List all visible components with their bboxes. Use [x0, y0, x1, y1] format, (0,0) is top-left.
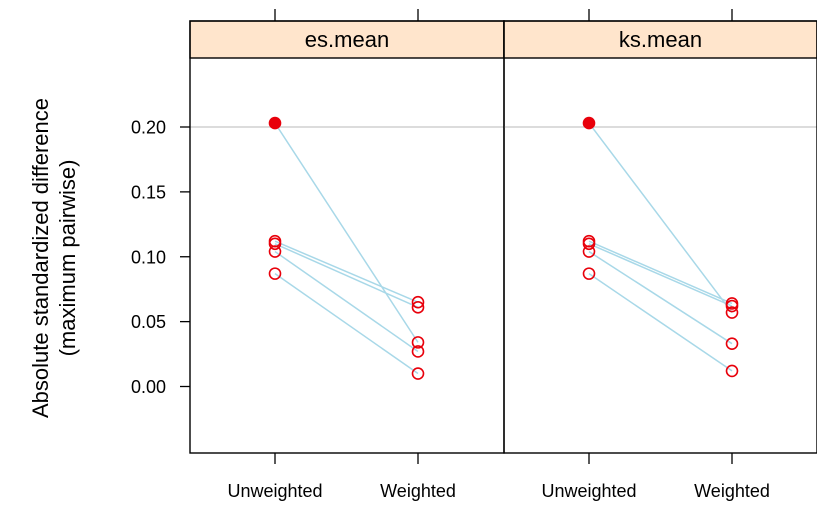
data-point-unweighted-1: [582, 116, 596, 130]
data-point-weighted-4: [725, 337, 739, 350]
series-line-2: [588, 240, 733, 305]
y-tick-label: 0.20: [131, 118, 166, 138]
data-point-weighted-2: [411, 295, 425, 309]
data-point-weighted-3: [725, 299, 739, 313]
series-line-1: [588, 122, 733, 313]
y-tick-label: 0.10: [131, 247, 166, 267]
data-point-unweighted-5: [582, 267, 596, 280]
y-tick-label: 0.00: [131, 377, 166, 397]
panel-ks-mean: ks.mean Unweighted Weighted: [503, 9, 817, 501]
data-point-unweighted-5: [268, 267, 282, 280]
data-point-weighted-1: [411, 336, 425, 349]
series-line-3: [588, 243, 733, 307]
panel-title: es.mean: [305, 27, 389, 52]
y-tick-label: 0.15: [131, 182, 166, 202]
series-line-5: [274, 273, 419, 375]
x-tick-label-unweighted: Unweighted: [541, 481, 636, 501]
panel-es-mean: es.mean Unweighted Weighted: [189, 9, 505, 501]
panel-title: ks.mean: [619, 27, 702, 52]
data-point-weighted-4: [411, 345, 425, 358]
panel-border: [503, 20, 817, 454]
data-point-unweighted-3: [582, 237, 596, 251]
data-point-weighted-5: [725, 364, 739, 378]
panels: es.mean Unweighted Weighted ks.mean Unweight…: [189, 9, 817, 501]
x-tick-label-weighted: Weighted: [694, 481, 770, 501]
data-point-weighted-5: [411, 367, 425, 380]
data-point-unweighted-1: [268, 116, 282, 130]
x-tick-label-unweighted: Unweighted: [227, 481, 322, 501]
series-line-1: [274, 122, 419, 343]
y-tick-label: 0.05: [131, 312, 166, 332]
panel-border: [189, 20, 505, 454]
series-line-4: [274, 250, 419, 353]
data-point-unweighted-4: [582, 245, 596, 258]
data-point-unweighted-4: [268, 245, 282, 258]
x-tick-label-weighted: Weighted: [380, 481, 456, 501]
y-axis-title-line-2: (maximum pairwise): [55, 160, 80, 357]
data-point-weighted-1: [725, 306, 739, 319]
series-line-5: [588, 272, 733, 372]
y-axis-title-line-1: Absolute standardized difference: [28, 98, 53, 418]
data-point-weighted-3: [411, 301, 425, 314]
data-point-unweighted-3: [268, 237, 282, 251]
series-line-4: [588, 250, 733, 345]
series-line-2: [274, 240, 419, 303]
series-line-3: [274, 243, 419, 309]
y-axis: 0.00 0.05 0.10 0.15 0.20: [131, 118, 190, 397]
